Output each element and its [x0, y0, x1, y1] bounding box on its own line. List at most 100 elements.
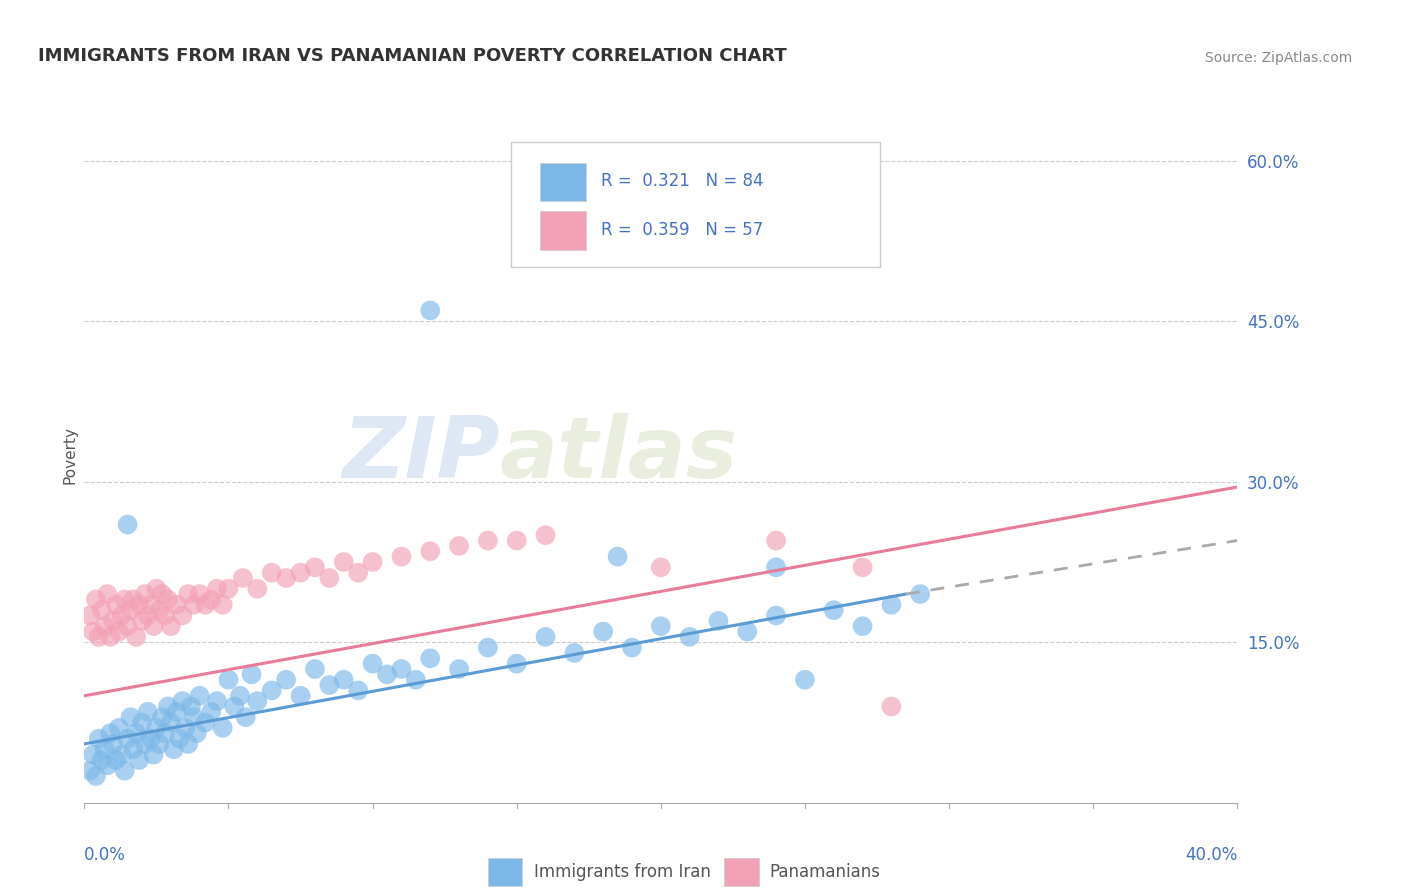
Text: Panamanians: Panamanians: [769, 863, 880, 881]
Point: [200, 592, 222, 607]
Text: R =  0.359   N = 57: R = 0.359 N = 57: [600, 221, 763, 239]
Point: [148, 603, 170, 617]
Point: [218, 673, 240, 687]
Point: [128, 753, 150, 767]
Point: [117, 619, 139, 633]
Point: [318, 571, 340, 585]
Point: [93, 619, 115, 633]
FancyBboxPatch shape: [510, 142, 880, 267]
Point: [98, 726, 121, 740]
Point: [105, 753, 128, 767]
Point: [205, 694, 228, 708]
Point: [211, 598, 233, 612]
Point: [111, 608, 134, 623]
Point: [131, 715, 153, 730]
Text: 0.0%: 0.0%: [84, 846, 127, 863]
Point: [125, 726, 148, 740]
Point: [122, 742, 145, 756]
Point: [103, 614, 124, 628]
Point: [177, 737, 200, 751]
Point: [276, 571, 298, 585]
FancyBboxPatch shape: [540, 162, 586, 201]
Point: [139, 731, 162, 746]
Y-axis label: Poverty: Poverty: [62, 425, 77, 484]
Point: [361, 555, 384, 569]
Point: [211, 721, 233, 735]
Point: [103, 737, 124, 751]
Point: [117, 517, 139, 532]
Point: [183, 598, 205, 612]
Text: atlas: atlas: [499, 413, 738, 497]
Point: [276, 673, 298, 687]
Point: [765, 608, 787, 623]
Point: [174, 721, 197, 735]
Point: [79, 764, 101, 778]
Point: [93, 742, 115, 756]
Point: [84, 769, 107, 783]
Point: [449, 662, 471, 676]
Point: [419, 544, 441, 558]
Point: [163, 742, 186, 756]
Point: [910, 587, 932, 601]
Point: [707, 614, 730, 628]
Point: [139, 598, 162, 612]
Point: [419, 651, 441, 665]
Point: [90, 603, 112, 617]
Point: [880, 598, 903, 612]
Point: [166, 705, 188, 719]
Point: [679, 630, 702, 644]
Point: [506, 533, 529, 548]
Point: [205, 582, 228, 596]
Point: [765, 560, 787, 574]
Point: [156, 699, 179, 714]
Point: [765, 533, 787, 548]
Point: [150, 587, 173, 601]
Point: [534, 630, 557, 644]
Point: [177, 587, 200, 601]
Point: [114, 592, 136, 607]
Point: [304, 662, 326, 676]
Point: [136, 608, 159, 623]
Point: [183, 710, 205, 724]
Point: [111, 747, 134, 762]
Point: [419, 303, 441, 318]
Point: [156, 592, 179, 607]
Text: IMMIGRANTS FROM IRAN VS PANAMANIAN POVERTY CORRELATION CHART: IMMIGRANTS FROM IRAN VS PANAMANIAN POVER…: [38, 47, 787, 65]
Point: [737, 624, 759, 639]
Point: [224, 699, 246, 714]
Point: [194, 715, 217, 730]
Point: [229, 689, 252, 703]
Point: [82, 747, 104, 762]
Point: [621, 640, 644, 655]
Point: [232, 571, 254, 585]
Point: [333, 673, 356, 687]
Point: [172, 608, 194, 623]
Point: [105, 598, 128, 612]
Point: [333, 555, 356, 569]
Point: [160, 619, 183, 633]
Point: [304, 560, 326, 574]
Point: [87, 630, 110, 644]
Point: [240, 667, 263, 681]
Point: [108, 721, 131, 735]
Point: [260, 566, 283, 580]
Point: [136, 705, 159, 719]
Point: [145, 721, 167, 735]
Point: [347, 566, 370, 580]
Point: [120, 710, 142, 724]
Point: [405, 673, 427, 687]
Point: [650, 619, 672, 633]
Text: 40.0%: 40.0%: [1185, 846, 1237, 863]
Point: [153, 608, 176, 623]
Point: [361, 657, 384, 671]
Point: [477, 640, 499, 655]
Point: [117, 731, 139, 746]
Point: [290, 566, 312, 580]
Point: [96, 758, 118, 772]
Point: [79, 608, 101, 623]
Point: [592, 624, 614, 639]
Point: [318, 678, 340, 692]
Point: [188, 689, 211, 703]
Point: [134, 737, 156, 751]
Point: [260, 683, 283, 698]
